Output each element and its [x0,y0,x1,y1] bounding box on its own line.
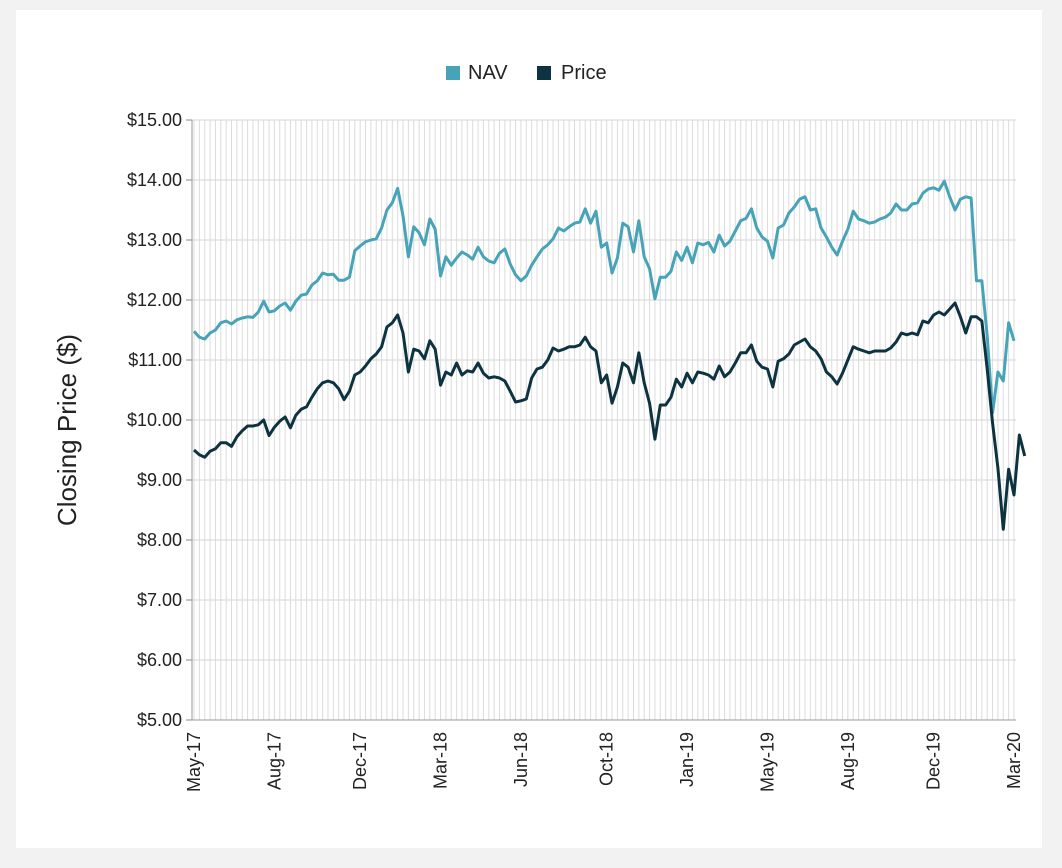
legend-swatch-nav [446,66,460,80]
series-line-nav [192,179,1016,415]
x-tick-label: Dec-17 [350,732,370,790]
y-tick-label: $12.00 [127,290,182,310]
series-lines [192,179,1027,531]
x-tick-label: May-17 [184,732,204,792]
axes [191,120,1016,721]
x-tick-label: Jun-18 [511,732,531,787]
y-tick-label: $8.00 [137,530,182,550]
y-tick-label: $5.00 [137,710,182,730]
legend-item-price[interactable]: Price [537,62,607,84]
x-tick-label: Mar-18 [431,732,451,789]
series-line-price [192,301,1027,531]
y-tick-label: $15.00 [127,110,182,130]
y-tick-label: $10.00 [127,410,182,430]
x-tick-label: Mar-20 [1004,732,1024,789]
y-tick-label: $13.00 [127,230,182,250]
y-axis-title: Closing Price ($) [52,334,82,526]
y-tick-label: $6.00 [137,650,182,670]
legend-item-nav[interactable]: NAV [446,62,508,84]
horizontal-gridlines [186,119,1016,721]
x-tick-label: Aug-19 [838,732,858,790]
y-tick-label: $7.00 [137,590,182,610]
y-tick-label: $14.00 [127,170,182,190]
legend-swatch-price [537,66,551,80]
legend: NAV Price [446,62,607,84]
y-tick-label: $9.00 [137,470,182,490]
legend-label-nav: NAV [468,62,508,84]
x-tick-label: Aug-17 [264,732,284,790]
chart-card: $5.00 $6.00 $7.00 $8.00 $9.00 $10.00 $11.00 $12… [16,10,1042,848]
line-chart: $5.00 $6.00 $7.00 $8.00 $9.00 $10.00 $11.00 $12… [52,62,1027,792]
x-tick-label: Oct-18 [597,732,617,786]
x-tick-label: Jan-19 [677,732,697,787]
x-tick-label: May-19 [757,732,777,792]
legend-label-price: Price [561,62,607,84]
x-tick-labels: May-17 Aug-17 Dec-17 Mar-18 Jun-18 Oct-18 Jan-… [184,732,1024,792]
y-tick-label: $11.00 [128,350,182,370]
x-tick-label: Dec-19 [924,732,944,790]
y-tick-labels: $5.00 $6.00 $7.00 $8.00 $9.00 $10.00 $11.00 $12… [127,110,182,730]
